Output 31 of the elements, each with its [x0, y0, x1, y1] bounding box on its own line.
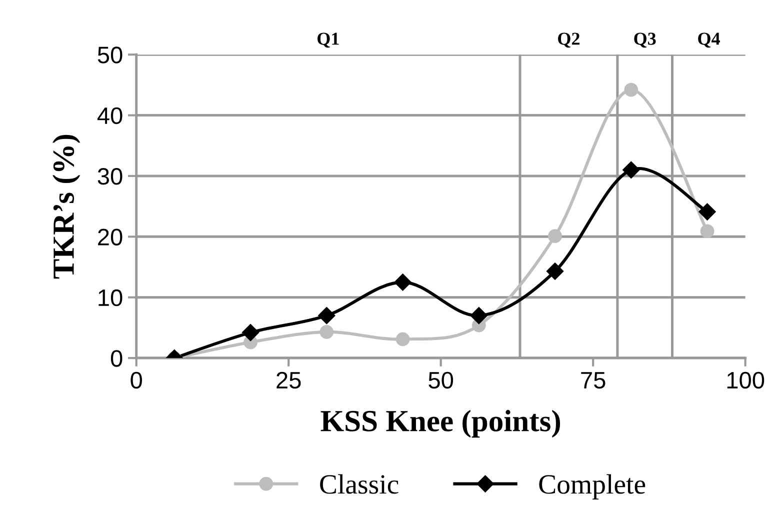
- x-tick-label: 100: [727, 372, 764, 389]
- point: [470, 307, 488, 324]
- x-tick-label: 75: [581, 372, 606, 389]
- point: [396, 332, 410, 346]
- y-tick-label: 10: [98, 289, 122, 306]
- text: Q3: [634, 32, 656, 48]
- y-tick-label: 50: [98, 46, 122, 64]
- point: [318, 307, 336, 324]
- legend-label: Complete: [539, 474, 646, 500]
- point: [320, 325, 334, 339]
- legend-label: Classic: [320, 474, 398, 494]
- point: [548, 229, 562, 244]
- point: [700, 224, 714, 238]
- point: [242, 324, 260, 342]
- point: [698, 203, 716, 220]
- y-tick-label: 20: [98, 228, 122, 246]
- x-tick-label: 50: [428, 372, 454, 389]
- y-axis-title: TKR’s (%): [52, 134, 80, 279]
- x-tick-label: 0: [130, 372, 142, 389]
- text: Q1: [318, 32, 339, 48]
- y-tick-label: 30: [98, 168, 122, 185]
- y-tick-label: 0: [110, 350, 122, 367]
- text: Q4: [698, 32, 720, 48]
- text: Q2: [558, 32, 580, 48]
- x-tick-label: 25: [276, 372, 301, 389]
- point: [622, 161, 640, 178]
- point: [394, 274, 412, 291]
- y-tick-label: 40: [97, 107, 122, 124]
- point: [546, 262, 564, 280]
- x-axis-title: KSS Knee (points): [320, 410, 560, 438]
- point: [624, 82, 638, 97]
